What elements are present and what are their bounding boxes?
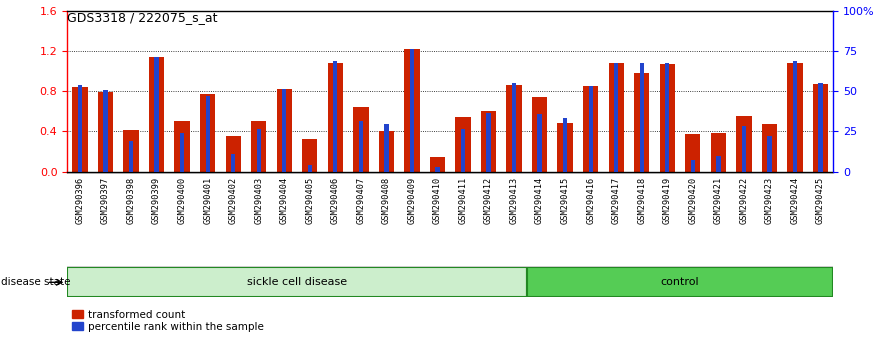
Bar [737,116,752,172]
Text: GSM290425: GSM290425 [816,176,825,224]
Text: GSM290405: GSM290405 [306,176,314,224]
Text: GSM290412: GSM290412 [484,176,493,224]
Text: GSM290424: GSM290424 [790,176,799,224]
Text: GSM290419: GSM290419 [663,176,672,224]
Text: GSM290413: GSM290413 [510,176,519,224]
Bar [762,124,777,172]
Bar [640,63,644,172]
Text: GSM290396: GSM290396 [75,176,84,224]
Bar [659,64,675,172]
Bar [818,83,823,172]
Bar [231,154,236,172]
Text: GSM290398: GSM290398 [126,176,135,224]
Bar [532,97,547,172]
Bar [353,107,368,172]
Bar [742,126,746,172]
Bar [793,61,797,172]
Text: GSM290421: GSM290421 [714,176,723,224]
Text: GSM290409: GSM290409 [408,176,417,224]
Bar [589,86,593,172]
Bar [685,135,701,172]
Bar [527,267,833,297]
Text: GSM290408: GSM290408 [382,176,391,224]
Bar [665,63,669,172]
Text: GSM290399: GSM290399 [152,176,161,224]
Text: GSM290401: GSM290401 [203,176,212,224]
Bar [435,167,440,172]
Bar [78,85,82,172]
Bar [404,49,419,172]
Bar [129,142,134,172]
Bar [409,49,414,172]
Bar [716,156,720,172]
Bar [430,156,445,172]
Bar [307,165,312,172]
Text: GSM290415: GSM290415 [561,176,570,224]
Bar [634,73,650,172]
Bar [180,133,185,172]
Text: GSM290420: GSM290420 [688,176,697,224]
Bar [205,96,210,172]
Bar [538,114,542,172]
Bar [328,63,343,172]
Text: GSM290407: GSM290407 [357,176,366,224]
Bar [282,89,287,172]
Bar [563,118,567,172]
Text: GSM290404: GSM290404 [280,176,289,224]
Text: GSM290422: GSM290422 [739,176,748,224]
Text: GSM290410: GSM290410 [433,176,442,224]
Bar [124,130,139,172]
Bar [149,57,164,172]
Text: GSM290411: GSM290411 [459,176,468,224]
Bar [506,85,521,172]
Bar [487,113,491,172]
Bar [583,86,599,172]
Text: GSM290400: GSM290400 [177,176,186,224]
Bar [154,57,159,172]
Text: GSM290418: GSM290418 [637,176,646,224]
Bar [481,111,496,172]
Bar [379,131,394,172]
Text: GSM290403: GSM290403 [254,176,263,224]
Text: GDS3318 / 222075_s_at: GDS3318 / 222075_s_at [67,11,218,24]
Text: GSM290397: GSM290397 [101,176,110,224]
Bar [98,92,113,172]
Bar [302,139,317,172]
Bar [256,130,261,172]
Bar [711,133,726,172]
Bar [226,136,241,172]
Bar [200,94,215,172]
Bar [333,61,338,172]
Bar [614,63,618,172]
Text: GSM290423: GSM290423 [765,176,774,224]
Bar [103,90,108,172]
Bar [358,121,363,172]
Text: GSM290417: GSM290417 [612,176,621,224]
Text: GSM290402: GSM290402 [228,176,237,224]
Bar [277,89,292,172]
Text: control: control [660,277,700,287]
Bar [767,136,771,172]
Text: disease state: disease state [1,277,71,287]
Bar [175,121,190,172]
Bar [557,124,573,172]
Bar [608,63,624,172]
Bar [461,130,465,172]
Text: sickle cell disease: sickle cell disease [247,277,347,287]
Bar [455,117,470,172]
Bar [251,121,266,172]
Bar [384,124,389,172]
Text: GSM290414: GSM290414 [535,176,544,224]
Bar [813,84,828,172]
Text: GSM290416: GSM290416 [586,176,595,224]
Text: GSM290406: GSM290406 [331,176,340,224]
Bar [512,83,516,172]
Bar [73,87,88,172]
Legend: transformed count, percentile rank within the sample: transformed count, percentile rank withi… [73,310,264,332]
Bar [67,267,527,297]
Bar [691,160,695,172]
Bar [788,63,803,172]
